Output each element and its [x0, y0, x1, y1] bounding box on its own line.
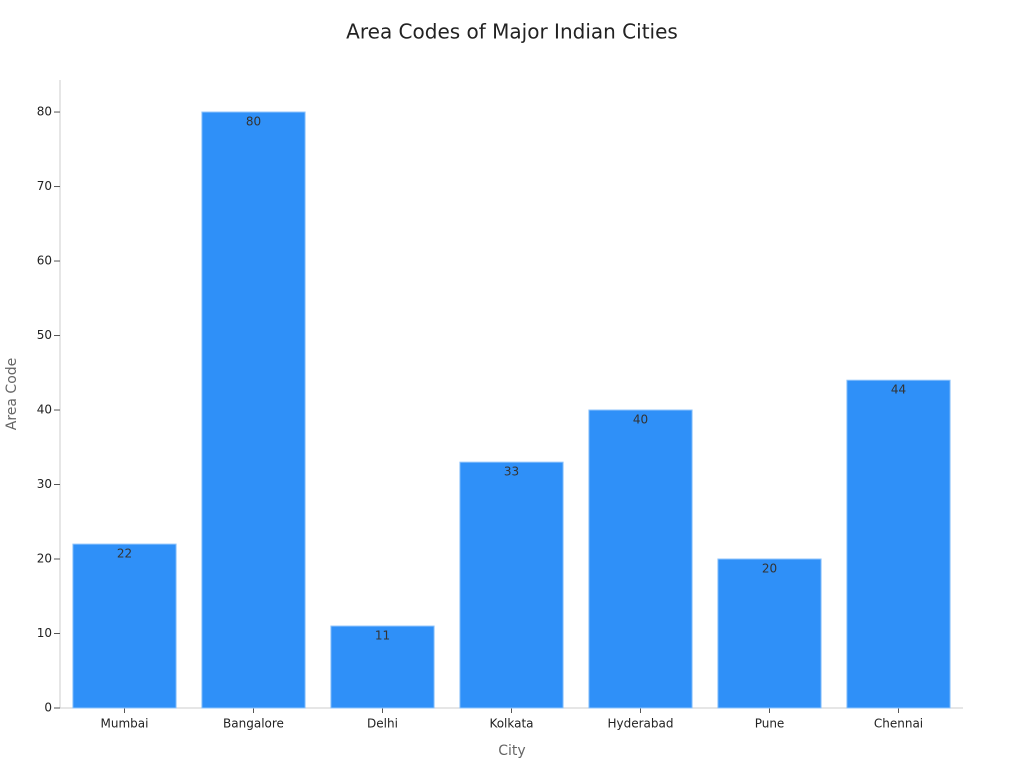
y-tick-label: 50 [37, 328, 52, 342]
bar [330, 625, 435, 709]
bar [588, 409, 693, 709]
data-label: 40 [633, 413, 648, 427]
bar [459, 461, 564, 709]
y-tick-label: 70 [37, 179, 52, 193]
bar [72, 543, 177, 709]
data-label: 80 [246, 115, 261, 129]
y-tick-label: 10 [37, 626, 52, 640]
x-tick-label: Hyderabad [608, 717, 674, 731]
bar [717, 558, 822, 709]
x-tick-label: Mumbai [101, 717, 149, 731]
x-tick-label: Kolkata [489, 717, 533, 731]
x-tick-label: Bangalore [223, 717, 284, 731]
x-tick-label: Pune [755, 717, 785, 731]
data-label: 22 [117, 547, 132, 561]
data-label: 11 [375, 629, 390, 643]
y-tick-label: 0 [44, 701, 52, 715]
bar [201, 111, 306, 709]
x-tick-label: Chennai [874, 717, 923, 731]
data-label: 44 [891, 383, 906, 397]
y-tick-label: 20 [37, 552, 52, 566]
y-tick-label: 60 [37, 254, 52, 268]
bar [846, 379, 951, 709]
y-tick-label: 30 [37, 477, 52, 491]
y-tick-label: 40 [37, 403, 52, 417]
data-label: 33 [504, 465, 519, 479]
x-axis-label: City [498, 743, 525, 759]
y-axis-label: Area Code [4, 358, 20, 431]
x-tick-label: Delhi [367, 717, 398, 731]
data-label: 20 [762, 562, 777, 576]
chart-title: Area Codes of Major Indian Cities [346, 20, 678, 44]
y-tick-label: 80 [37, 105, 52, 119]
